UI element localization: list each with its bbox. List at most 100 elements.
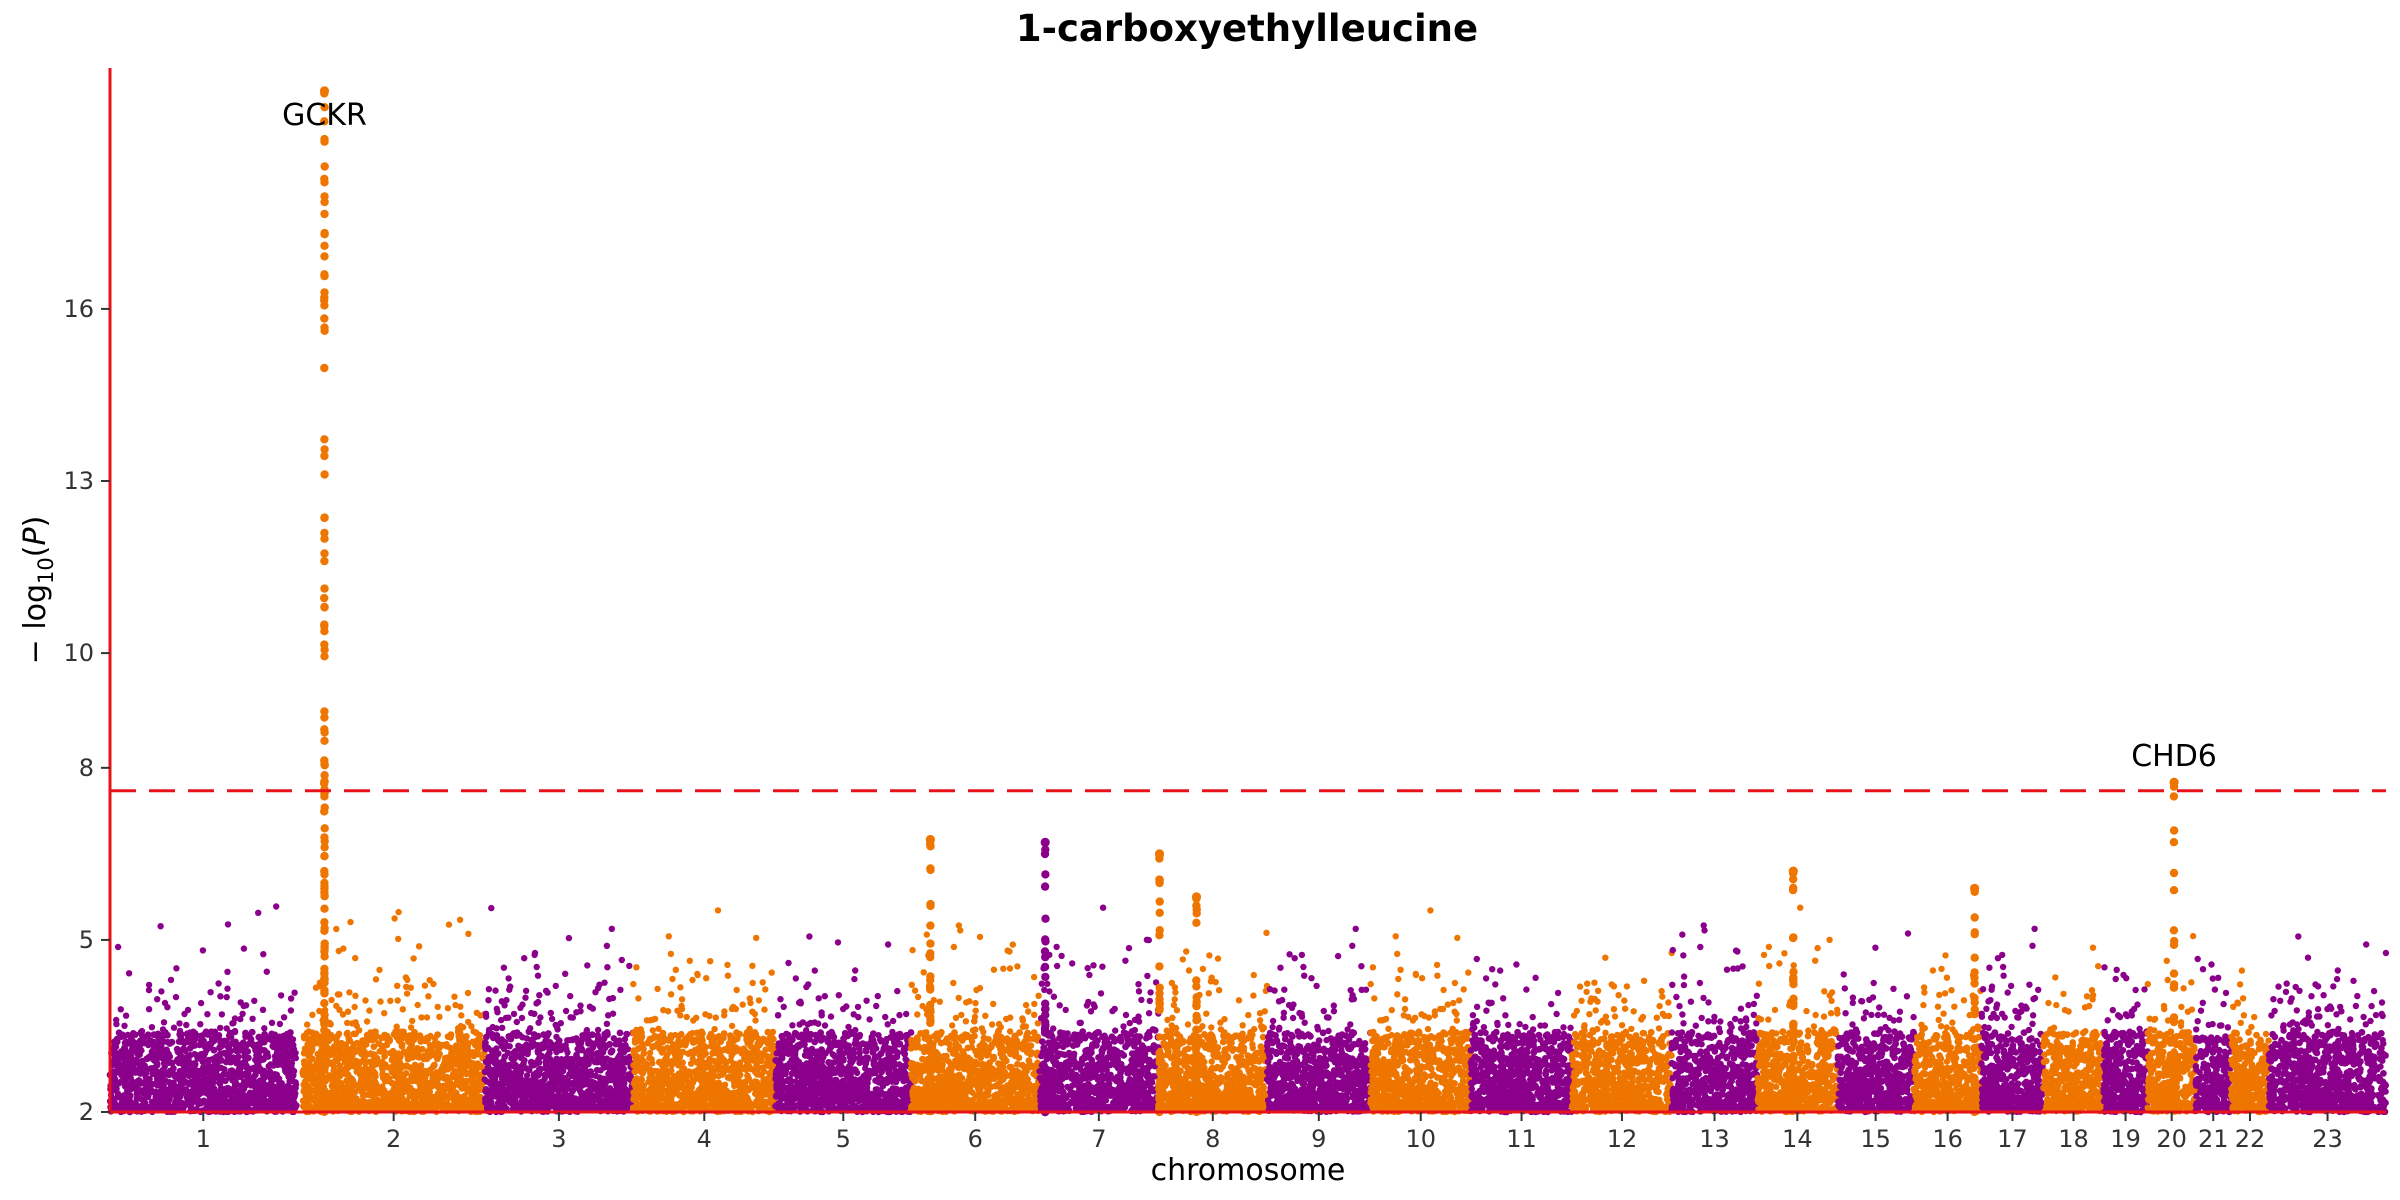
snp-point-1454 bbox=[333, 925, 340, 933]
snp-point-3504 bbox=[488, 1047, 496, 1055]
snp-point-2643 bbox=[300, 1102, 307, 1110]
snp-point-1230 bbox=[215, 1052, 223, 1060]
snp-point-1335 bbox=[137, 1047, 145, 1054]
snp-point-1253 bbox=[241, 1058, 249, 1065]
snp-point-2605 bbox=[406, 1077, 414, 1084]
snp-point-2656 bbox=[345, 1096, 352, 1103]
snp-point-4116 bbox=[768, 969, 775, 976]
snp-point-3008 bbox=[589, 1005, 596, 1012]
snp-point-4640 bbox=[759, 1035, 767, 1043]
snp-point-3668 bbox=[618, 1042, 626, 1050]
snp-point-1104 bbox=[247, 1065, 255, 1073]
snp-point-219 bbox=[277, 992, 285, 999]
snp-point-1509 bbox=[304, 1021, 311, 1028]
snp-point-1279 bbox=[153, 1074, 161, 1082]
snp-point-1399 bbox=[423, 1014, 431, 1021]
snp-point-4584 bbox=[647, 1085, 654, 1093]
snp-point-2527 bbox=[343, 1047, 351, 1055]
snp-point-653 bbox=[157, 923, 164, 930]
snp-point-2691 bbox=[562, 970, 569, 977]
snp-point-2641 bbox=[332, 1035, 340, 1042]
snp-point-4377 bbox=[764, 1028, 772, 1036]
snp-point-4383 bbox=[733, 1029, 740, 1037]
snp-point-4748 bbox=[663, 1060, 671, 1068]
snp-point-1244 bbox=[264, 1104, 271, 1111]
snp-point-4645 bbox=[754, 1091, 762, 1099]
snp-point-1783 bbox=[465, 930, 472, 937]
snp-point-4671 bbox=[734, 1074, 741, 1081]
snp-point-2589 bbox=[337, 1088, 345, 1095]
snp-point-1240 bbox=[210, 1085, 218, 1093]
snp-point-2988 bbox=[605, 1012, 612, 1019]
snp-point-1255 bbox=[125, 1039, 133, 1047]
snp-point-3552 bbox=[518, 1066, 525, 1073]
snp-point-2531 bbox=[426, 1045, 434, 1053]
snp-point-2525 bbox=[455, 1102, 463, 1110]
snp-point-2567 bbox=[450, 1081, 458, 1089]
snp-point-1252 bbox=[223, 1101, 231, 1108]
snp-point-4327 bbox=[761, 1006, 768, 1013]
snp-point-3791 bbox=[677, 984, 684, 991]
snp-point-4469 bbox=[640, 1050, 648, 1057]
snp-point-2607 bbox=[403, 1097, 411, 1105]
snp-point-1229 bbox=[270, 1075, 278, 1083]
snp-point-1745 bbox=[344, 1019, 351, 1027]
snp-point-3530 bbox=[603, 1029, 611, 1036]
snp-point-2624 bbox=[455, 1033, 463, 1040]
snp-point-4660 bbox=[707, 1096, 715, 1104]
snp-point-2482 bbox=[403, 1062, 411, 1070]
snp-point-450 bbox=[287, 995, 295, 1002]
snp-point-1303 bbox=[160, 1086, 168, 1093]
snp-point-3715 bbox=[591, 1040, 599, 1048]
snp-point-1337 bbox=[194, 1052, 202, 1059]
snp-point-2213 bbox=[344, 1029, 351, 1037]
snp-point-2978 bbox=[493, 1005, 500, 1012]
snp-point-2625 bbox=[416, 1081, 424, 1088]
snp-point-2414 bbox=[444, 1033, 452, 1040]
snp-point-2500 bbox=[474, 1099, 481, 1107]
snp-point-4081 bbox=[749, 979, 756, 987]
snp-point-1740 bbox=[395, 908, 402, 916]
snp-point-3614 bbox=[597, 1084, 605, 1092]
snp-point-3188 bbox=[577, 1008, 584, 1015]
snp-point-3704 bbox=[583, 1056, 591, 1064]
snp-point-3664 bbox=[549, 1096, 556, 1104]
snp-point-1118 bbox=[159, 1067, 166, 1075]
snp-point-1703 bbox=[402, 974, 410, 981]
snp-point-1324 bbox=[233, 1080, 240, 1088]
snp-point-1939 bbox=[347, 918, 354, 926]
snp-point-2035 bbox=[339, 1011, 347, 1018]
snp-point-4715 bbox=[702, 1061, 710, 1069]
snp-point-2556 bbox=[422, 1096, 430, 1104]
snp-point-313 bbox=[276, 1020, 284, 1028]
snp-point-1333 bbox=[177, 1080, 185, 1088]
snp-point-3161 bbox=[541, 1076, 548, 1083]
snp-point-4701 bbox=[654, 1074, 662, 1081]
snp-point-3891 bbox=[703, 975, 710, 982]
snp-point-2650 bbox=[370, 1081, 378, 1089]
snp-point-1947 bbox=[410, 955, 417, 962]
snp-point-4171 bbox=[665, 933, 672, 940]
snp-point-2366 bbox=[310, 1080, 318, 1088]
snp-point-3637 bbox=[494, 1036, 502, 1044]
snp-point-3825 bbox=[755, 997, 763, 1004]
snp-point-1338 bbox=[196, 1069, 203, 1077]
snp-point-2634 bbox=[300, 1058, 308, 1065]
snp-point-292 bbox=[199, 947, 207, 954]
snp-point-4870 bbox=[811, 967, 818, 974]
snp-point-3601 bbox=[601, 1062, 609, 1070]
snp-point-1052 bbox=[248, 1028, 256, 1036]
snp-point-3071 bbox=[499, 1024, 506, 1032]
snp-point-4709 bbox=[744, 1097, 752, 1104]
snp-point-2819 bbox=[565, 934, 573, 942]
snp-point-4656 bbox=[727, 1035, 735, 1043]
snp-point-4732 bbox=[766, 1042, 774, 1049]
snp-point-4718 bbox=[663, 1074, 671, 1082]
snp-point-2542 bbox=[375, 1104, 383, 1111]
snp-point-1495 bbox=[436, 1013, 443, 1020]
snp-point-1232 bbox=[288, 1077, 296, 1084]
snp-point-4616 bbox=[742, 1032, 750, 1039]
snp-point-434 bbox=[230, 1019, 237, 1027]
snp-point-4170 bbox=[712, 1014, 719, 1021]
snp-point-1227 bbox=[220, 1070, 228, 1078]
